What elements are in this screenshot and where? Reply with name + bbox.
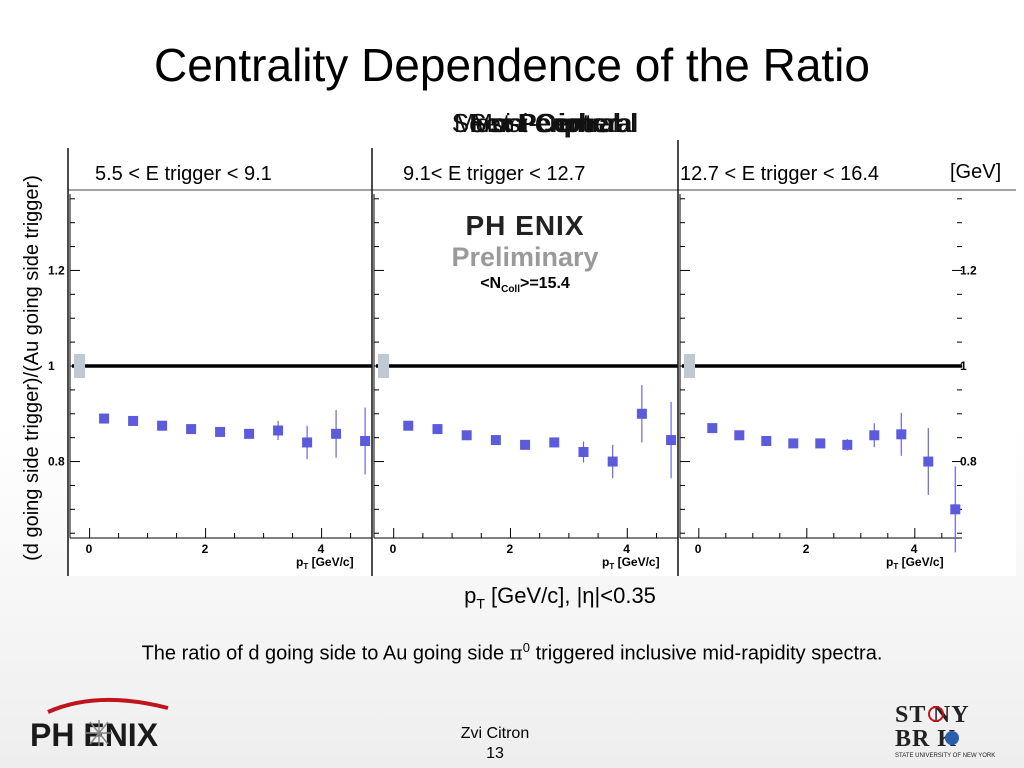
panel-3-data-point [707, 423, 718, 434]
panel-1-x-label: pT [GeV/c] [296, 555, 354, 571]
centrality-label-semi-peripheral: Semi-Peripheral [451, 108, 639, 138]
phenix-logo: PH ENIX [30, 697, 169, 753]
centrality-labels: Most Central Semi-Central Semi-Periphera… [380, 108, 710, 142]
stony-brook-logo: ST NY BR K STATE UNIVERSITY OF NEW YORK [895, 702, 995, 759]
panel-3-x-tick-label: 0 [695, 542, 702, 556]
panel-3-data-point [761, 436, 772, 447]
panel-1-data-point [99, 413, 110, 424]
slide-title: Centrality Dependence of the Ratio [154, 39, 870, 91]
x-axis-label: pT [GeV/c], |η|<0.35 [464, 583, 656, 612]
panel-2-data-point [578, 447, 589, 457]
panel-2-data-point [520, 439, 531, 450]
y-tick-label-right: 1.2 [960, 263, 977, 277]
y-tick-label-left: 1 [48, 359, 55, 373]
slide-footer: Zvi Citron 13 [440, 724, 550, 764]
panel-3-normalization-band [684, 354, 695, 378]
panel-1-x-tick-label: 4 [318, 542, 325, 556]
panel-1-data-point [128, 415, 139, 426]
panel-3-data-point [734, 430, 745, 441]
slide-caption: The ratio of d going side to Au going si… [141, 640, 883, 665]
panel-2-x-tick-label: 0 [390, 542, 397, 556]
panel-1-data-point [244, 428, 255, 439]
panel-2-data-point [403, 420, 414, 431]
panel-3-data-point [815, 438, 826, 449]
panel-1-normalization-band [74, 354, 85, 378]
ncoll-value: <NColl>=15.4 [480, 275, 570, 296]
panel-2-data-point [549, 437, 560, 448]
panel-header-3: 12.7 < E trigger < 16.4 [680, 163, 879, 185]
chart-frame-bg [68, 148, 1016, 576]
logo-text: PH ENIX [30, 717, 159, 753]
panel-2-x-tick-label: 4 [623, 542, 630, 556]
panel-1-data-point [360, 436, 371, 447]
logo-line-university: STATE UNIVERSITY OF NEW YORK [895, 753, 995, 759]
panel-header-2: 9.1< E trigger < 12.7 [403, 163, 585, 185]
panel-3-x-tick-label: 2 [803, 542, 810, 556]
logo-line-stony: ST NY [895, 702, 970, 728]
panel-1-x-tick-label: 2 [202, 542, 209, 556]
logo-ring-icon [928, 706, 944, 722]
page-number: 13 [486, 745, 504, 762]
centrality-label-most-central: Most Central [471, 108, 619, 138]
panel-3-x-label: pT [GeV/c] [886, 555, 944, 571]
panel-1-data-point [302, 437, 313, 448]
panel-2-data-point [490, 435, 501, 446]
centrality-label-semi-central: Semi-Central [469, 108, 621, 138]
panel-3-data-point [842, 439, 853, 450]
panel-3-data-point [923, 456, 934, 467]
panel-3-data-point [896, 429, 907, 440]
phenix-preliminary-stamp: PH ENIX Preliminary <NColl>=15.4 [410, 210, 640, 295]
logo-star-icon [86, 720, 112, 746]
panel-3-data-point [788, 438, 799, 449]
panel-2-data-point [607, 456, 618, 467]
panel-1-data-point [157, 420, 168, 431]
logo-swoosh [47, 697, 169, 714]
panel-2-x-label: pT [GeV/c] [602, 555, 660, 571]
panel-3-data-point [869, 430, 880, 441]
y-tick-label-right: 1 [960, 359, 967, 373]
y-tick-label-left: 0.8 [48, 455, 65, 469]
panel-2-data-point [432, 424, 443, 435]
phenix-brand-text: PH ENIX [465, 210, 585, 241]
y-tick-label-right: 0.8 [960, 455, 977, 469]
panel-2-data-point [666, 435, 677, 446]
panel-header-1: 5.5 < E trigger < 9.1 [95, 163, 272, 185]
panel-1-data-point [215, 426, 226, 437]
panel-1-data-point [331, 428, 342, 439]
centrality-label-most-peripheral: Most Peripheral [453, 108, 637, 138]
author-name: Zvi Citron [460, 725, 530, 742]
y-tick-label-left: 1.2 [48, 263, 65, 277]
panel-2-data-point [636, 408, 647, 419]
panel-3-data-point [950, 504, 961, 515]
preliminary-text: Preliminary [451, 242, 599, 272]
panel-1-data-point [186, 424, 197, 435]
y-axis-label: (d going side trigger)/(Au going side tr… [21, 175, 43, 561]
panel-header-units: [GeV] [950, 161, 1001, 183]
panel-1-x-tick-label: 0 [86, 542, 93, 556]
panel-2-normalization-band [378, 354, 389, 378]
panel-2-data-point [461, 430, 472, 441]
panel-1-data-point [273, 425, 284, 436]
panel-3-x-tick-label: 4 [911, 542, 918, 556]
panel-2-x-tick-label: 2 [506, 542, 513, 556]
logo-globe-icon [945, 731, 959, 745]
